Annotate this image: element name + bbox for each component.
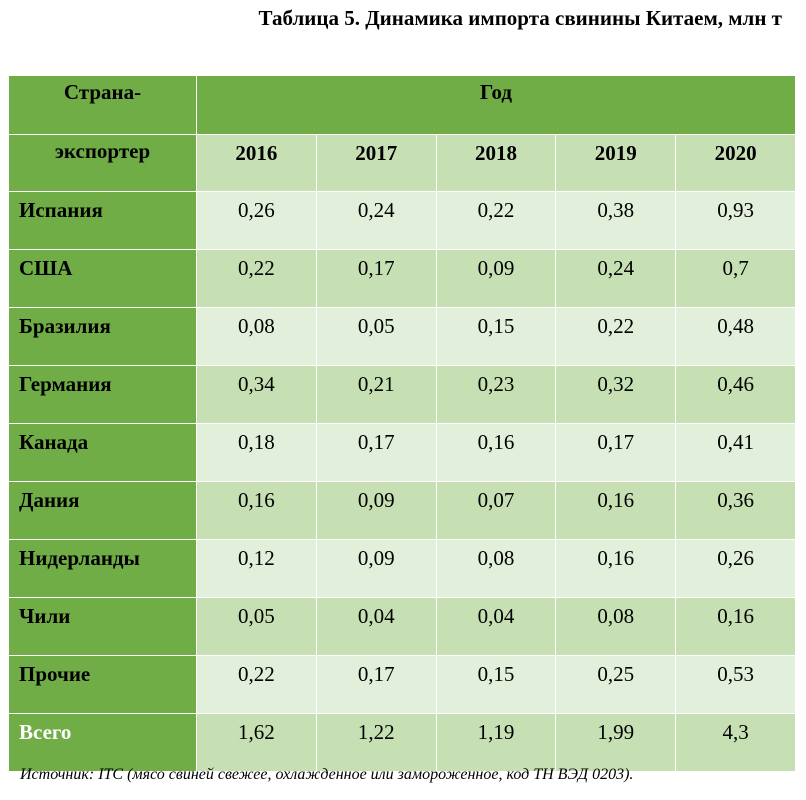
total-value-cell: 1,22 <box>315 713 437 772</box>
value-cell: 0,16 <box>555 481 677 540</box>
table-row: Нидерланды 0,12 0,09 0,08 0,16 0,26 <box>8 539 796 598</box>
value-cell: 0,16 <box>675 597 796 656</box>
table-row: Канада 0,18 0,17 0,16 0,17 0,41 <box>8 423 796 482</box>
value-cell: 0,22 <box>435 191 557 250</box>
value-cell: 0,36 <box>675 481 796 540</box>
value-cell: 0,32 <box>555 365 677 424</box>
value-cell: 0,24 <box>315 191 437 250</box>
value-cell: 0,48 <box>675 307 796 366</box>
country-name: Испания <box>8 191 197 250</box>
year-header: 2019 <box>555 134 677 192</box>
source-label: Источник <box>20 766 89 783</box>
value-cell: 0,17 <box>315 249 437 308</box>
table-row: Бразилия 0,08 0,05 0,15 0,22 0,48 <box>8 307 796 366</box>
total-value-cell: 4,3 <box>675 713 796 772</box>
country-name: Нидерланды <box>8 539 197 598</box>
value-cell: 0,22 <box>196 249 317 308</box>
table-row: Чили 0,05 0,04 0,04 0,08 0,16 <box>8 597 796 656</box>
value-cell: 0,16 <box>196 481 317 540</box>
value-cell: 0,05 <box>196 597 317 656</box>
year-header: 2018 <box>435 134 557 192</box>
country-name: США <box>8 249 197 308</box>
value-cell: 0,12 <box>196 539 317 598</box>
value-cell: 0,26 <box>196 191 317 250</box>
pork-import-table: Страна- Год экспортер 2016 2017 2018 201… <box>8 75 796 772</box>
total-row: Всего 1,62 1,22 1,19 1,99 4,3 <box>8 713 796 772</box>
total-label: Всего <box>8 713 197 772</box>
year-header: 2016 <box>196 134 317 192</box>
country-name: Дания <box>8 481 197 540</box>
table-row: Испания 0,26 0,24 0,22 0,38 0,93 <box>8 191 796 250</box>
value-cell: 0,7 <box>675 249 796 308</box>
header-row-top: Страна- Год <box>8 75 796 135</box>
value-cell: 0,53 <box>675 655 796 714</box>
value-cell: 0,46 <box>675 365 796 424</box>
header-row-years: экспортер 2016 2017 2018 2019 2020 <box>8 134 796 192</box>
value-cell: 0,18 <box>196 423 317 482</box>
value-cell: 0,15 <box>435 655 557 714</box>
value-cell: 0,34 <box>196 365 317 424</box>
country-name: Германия <box>8 365 197 424</box>
table-row: США 0,22 0,17 0,09 0,24 0,7 <box>8 249 796 308</box>
stub-header-bottom: экспортер <box>8 134 197 192</box>
value-cell: 0,05 <box>315 307 437 366</box>
value-cell: 0,15 <box>435 307 557 366</box>
value-cell: 0,09 <box>435 249 557 308</box>
value-cell: 0,93 <box>675 191 796 250</box>
source-note: Источник: ITC (мясо свиней свежее, охлаж… <box>20 766 633 784</box>
stub-header-top: Страна- <box>8 75 197 135</box>
total-value-cell: 1,62 <box>196 713 317 772</box>
value-cell: 0,17 <box>315 423 437 482</box>
value-cell: 0,08 <box>435 539 557 598</box>
value-cell: 0,09 <box>315 481 437 540</box>
value-cell: 0,22 <box>555 307 677 366</box>
country-name: Чили <box>8 597 197 656</box>
value-cell: 0,08 <box>555 597 677 656</box>
year-header: 2017 <box>315 134 437 192</box>
total-value-cell: 1,19 <box>435 713 557 772</box>
value-cell: 0,07 <box>435 481 557 540</box>
year-group-header: Год <box>196 75 796 135</box>
value-cell: 0,08 <box>196 307 317 366</box>
value-cell: 0,25 <box>555 655 677 714</box>
year-header: 2020 <box>675 134 796 192</box>
value-cell: 0,38 <box>555 191 677 250</box>
value-cell: 0,41 <box>675 423 796 482</box>
table-title: Таблица 5. Динамика импорта свинины Кита… <box>258 6 782 30</box>
value-cell: 0,22 <box>196 655 317 714</box>
table-row: Прочие 0,22 0,17 0,15 0,25 0,53 <box>8 655 796 714</box>
table-row: Германия 0,34 0,21 0,23 0,32 0,46 <box>8 365 796 424</box>
country-name: Бразилия <box>8 307 197 366</box>
country-name: Канада <box>8 423 197 482</box>
value-cell: 0,21 <box>315 365 437 424</box>
country-name: Прочие <box>8 655 197 714</box>
value-cell: 0,17 <box>315 655 437 714</box>
value-cell: 0,24 <box>555 249 677 308</box>
value-cell: 0,16 <box>555 539 677 598</box>
value-cell: 0,09 <box>315 539 437 598</box>
value-cell: 0,04 <box>435 597 557 656</box>
value-cell: 0,23 <box>435 365 557 424</box>
source-text: : ITC (мясо свиней свежее, охлажденное и… <box>88 766 634 783</box>
value-cell: 0,16 <box>435 423 557 482</box>
value-cell: 0,17 <box>555 423 677 482</box>
total-value-cell: 1,99 <box>555 713 677 772</box>
table-row: Дания 0,16 0,09 0,07 0,16 0,36 <box>8 481 796 540</box>
value-cell: 0,04 <box>315 597 437 656</box>
value-cell: 0,26 <box>675 539 796 598</box>
